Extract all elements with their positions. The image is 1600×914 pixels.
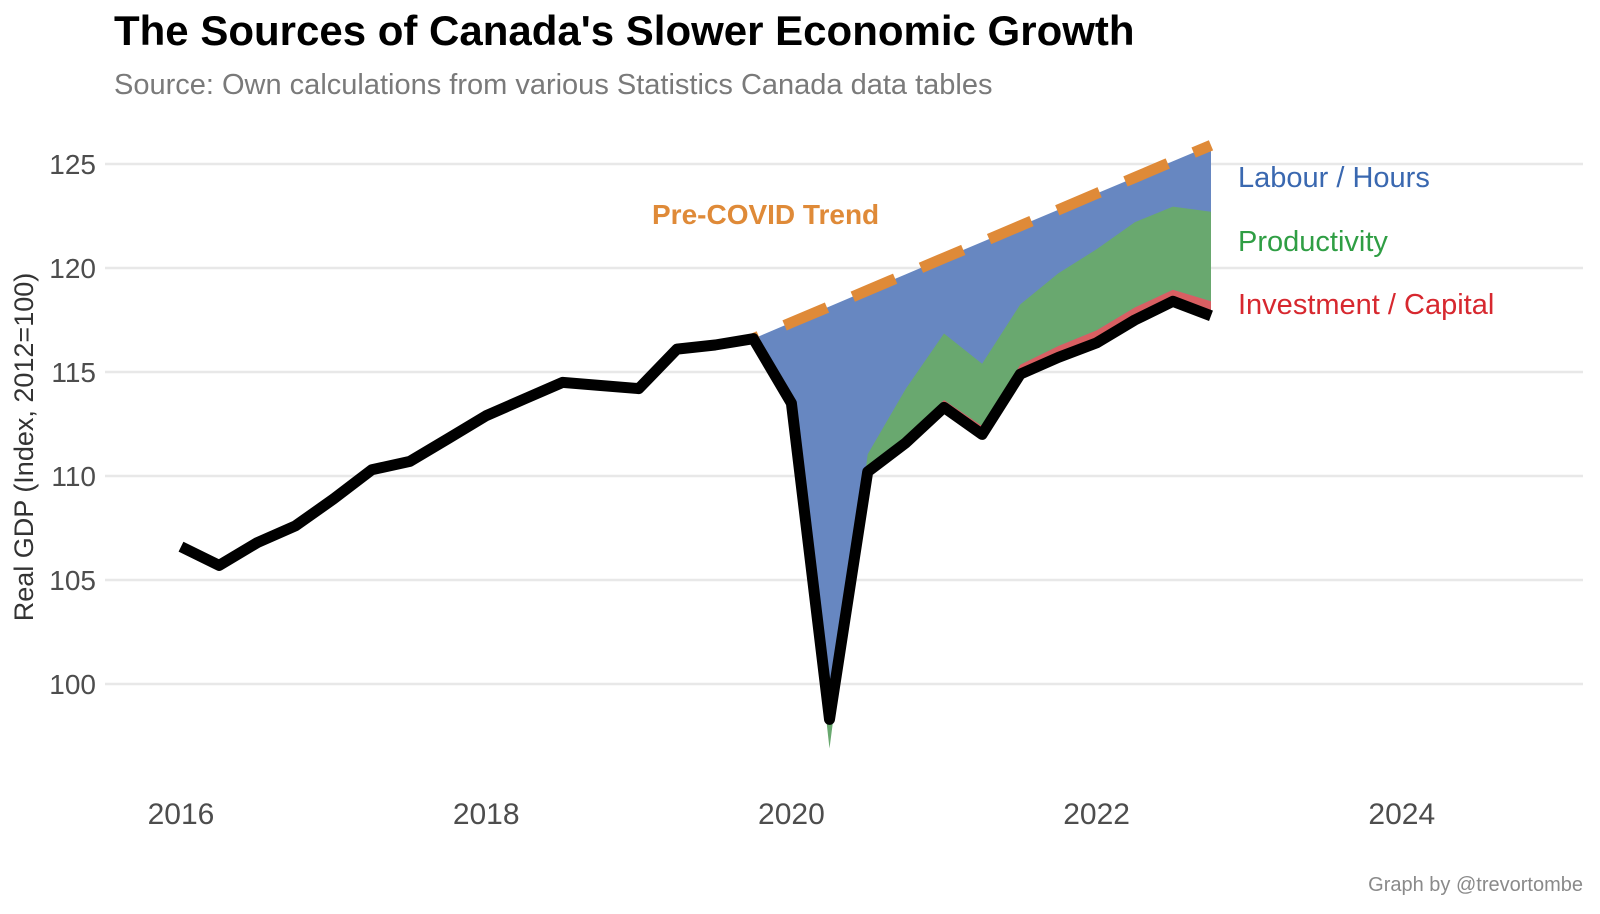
credit-line: Graph by @trevortombe [1368, 874, 1583, 896]
x-tick-label-2022: 2022 [1063, 798, 1130, 831]
chart-title: The Sources of Canada's Slower Economic … [114, 7, 1135, 54]
y-tick-label-115: 115 [51, 357, 96, 388]
legend-label-productivity: Productivity [1238, 226, 1388, 258]
y-tick-label-100: 100 [49, 669, 96, 700]
y-tick-label-120: 120 [49, 253, 96, 284]
pre-covid-trend-line [751, 140, 1214, 344]
y-tick-label-110: 110 [51, 461, 96, 492]
x-tick-label-2020: 2020 [758, 798, 825, 831]
trend-annotation: Pre-COVID Trend [652, 199, 879, 230]
x-tick-label-2016: 2016 [148, 798, 215, 831]
chart-subtitle: Source: Own calculations from various St… [114, 69, 992, 101]
actual-gdp-line [178, 295, 1213, 725]
x-tick-label-2024: 2024 [1368, 798, 1435, 831]
legend-label-labour: Labour / Hours [1238, 162, 1430, 194]
legend-label-investment: Investment / Capital [1238, 289, 1494, 321]
y-tick-label-105: 105 [49, 565, 96, 596]
y-axis-title: Real GDP (Index, 2012=100) [9, 273, 39, 621]
y-axis-tick-labels: 100 105 110 115 120 125 [49, 149, 96, 700]
x-tick-label-2018: 2018 [453, 798, 520, 831]
x-axis-tick-labels: 2016 2018 2020 2022 2024 [148, 798, 1436, 831]
y-tick-label-125: 125 [49, 149, 96, 180]
productivity-area [753, 206, 1211, 749]
